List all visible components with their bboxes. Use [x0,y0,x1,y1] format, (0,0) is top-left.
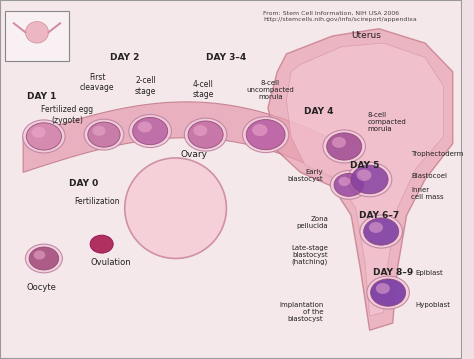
Text: DAY 5: DAY 5 [350,160,380,170]
Circle shape [327,133,362,160]
Circle shape [364,218,399,245]
Text: Hypoblast: Hypoblast [416,302,451,308]
Text: Late-stage
blastocyst
(hatching): Late-stage blastocyst (hatching) [291,244,328,265]
Circle shape [84,119,124,150]
Text: DAY 1: DAY 1 [27,92,56,102]
Circle shape [193,125,207,136]
Circle shape [26,244,63,273]
Circle shape [34,251,46,260]
Circle shape [347,162,392,197]
Text: DAY 8–9: DAY 8–9 [373,268,413,278]
Text: Ovary: Ovary [181,150,208,159]
Ellipse shape [125,158,227,258]
Text: Implantation
of the
blastocyst: Implantation of the blastocyst [279,302,323,322]
Polygon shape [268,29,453,330]
Circle shape [367,276,410,309]
Circle shape [332,137,346,148]
Text: Fertilization: Fertilization [74,196,120,206]
Circle shape [323,130,365,163]
Text: Ovulation: Ovulation [91,257,131,267]
Circle shape [330,171,367,199]
Circle shape [252,124,268,136]
Circle shape [23,120,65,153]
Circle shape [351,165,388,194]
Text: First
cleavage: First cleavage [80,73,114,92]
Text: DAY 0: DAY 0 [69,178,98,188]
Circle shape [246,120,285,150]
Text: Inner
cell mass: Inner cell mass [411,187,444,200]
Circle shape [184,118,227,151]
Polygon shape [286,43,444,316]
Text: Epiblast: Epiblast [416,270,444,276]
Circle shape [188,121,223,148]
Text: 4-cell
stage: 4-cell stage [192,80,214,99]
Circle shape [243,117,289,153]
Text: DAY 2: DAY 2 [110,53,139,62]
Text: Early
blastocyst: Early blastocyst [288,169,323,182]
Bar [5,11,69,61]
Circle shape [133,117,168,145]
Circle shape [90,235,113,253]
Polygon shape [23,102,356,188]
Circle shape [129,115,172,148]
Ellipse shape [26,22,48,43]
Circle shape [92,126,106,136]
Circle shape [376,283,390,294]
Circle shape [371,279,406,306]
Circle shape [334,173,364,196]
Text: Zona
pellucida: Zona pellucida [296,216,328,229]
Text: Trophectoderm: Trophectoderm [411,151,464,157]
Text: Uterus: Uterus [351,31,381,41]
Text: Oocyte: Oocyte [27,283,56,292]
Text: 2-cell
stage: 2-cell stage [135,76,156,96]
Circle shape [338,177,350,186]
Circle shape [360,215,402,248]
Text: Blastocoel: Blastocoel [411,173,447,179]
Text: DAY 6–7: DAY 6–7 [359,211,399,220]
Circle shape [32,127,46,138]
Text: DAY 4: DAY 4 [304,107,334,116]
Text: From: Stem Cell Information, NIH USA 2006
http://stemcells.nih.gov/info/scirepor: From: Stem Cell Information, NIH USA 200… [264,11,417,22]
Circle shape [369,222,383,233]
Circle shape [357,169,372,181]
Circle shape [27,123,62,150]
Circle shape [88,122,120,147]
Text: 8-cell
uncompacted
morula: 8-cell uncompacted morula [246,80,294,100]
Circle shape [138,121,152,132]
Text: Fertilized egg
(zygote): Fertilized egg (zygote) [41,105,93,125]
Text: DAY 3–4: DAY 3–4 [206,53,246,62]
Text: 8-cell
compacted
morula: 8-cell compacted morula [367,112,406,132]
Circle shape [29,247,59,270]
